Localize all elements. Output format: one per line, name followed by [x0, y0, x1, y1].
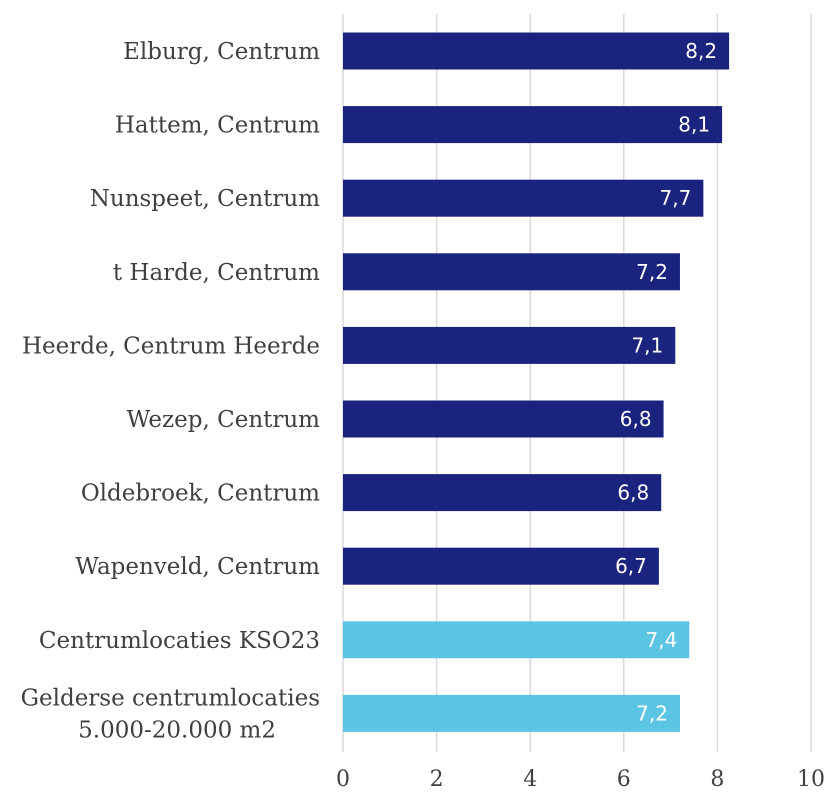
- data-label: 7,7: [660, 186, 692, 210]
- category-label: Wapenveld, Centrum: [75, 554, 320, 580]
- category-label-line: Oldebroek, Centrum: [81, 481, 320, 507]
- x-tick-label: 0: [336, 767, 350, 792]
- bar: [343, 32, 730, 70]
- bar: [343, 326, 676, 364]
- category-label: Centrumlocaties KSO23: [39, 628, 320, 654]
- category-label: t Harde, Centrum: [113, 260, 320, 286]
- category-label: Heerde, Centrum Heerde: [22, 333, 320, 359]
- category-label-line: Centrumlocaties KSO23: [39, 628, 320, 654]
- data-label: 7,2: [636, 260, 668, 284]
- category-label: Oldebroek, Centrum: [81, 481, 320, 507]
- x-tick-label: 8: [710, 767, 724, 792]
- x-tick-label: 2: [430, 767, 444, 792]
- x-axis-tick-labels: 0 2 4 6 8 10: [336, 767, 825, 792]
- category-label-line: t Harde, Centrum: [113, 260, 320, 286]
- bar: [343, 474, 662, 512]
- bar: [343, 547, 659, 585]
- bar: [343, 106, 723, 144]
- bar: [343, 400, 664, 438]
- data-label: 8,2: [685, 39, 717, 63]
- category-label-line: Heerde, Centrum Heerde: [22, 333, 320, 359]
- bar: [343, 179, 704, 217]
- category-label-line: Hattem, Centrum: [115, 113, 320, 139]
- x-tick-label: 4: [523, 767, 537, 792]
- category-label-line: Nunspeet, Centrum: [90, 186, 320, 212]
- bar: [343, 694, 680, 732]
- data-label: 6,7: [615, 554, 647, 578]
- category-label: Nunspeet, Centrum: [90, 186, 320, 212]
- data-label: 7,4: [646, 628, 678, 652]
- data-label: 7,1: [631, 333, 663, 357]
- data-label: 6,8: [620, 407, 652, 431]
- data-labels: 8,2 8,1 7,7 7,2 7,1 6,8 6,8 6,7 7,4 7,2: [615, 39, 717, 725]
- data-label: 6,8: [617, 481, 649, 505]
- category-label: Elburg, Centrum: [123, 39, 320, 65]
- data-label: 8,1: [678, 113, 710, 137]
- category-label: Hattem, Centrum: [115, 113, 320, 139]
- bars: [343, 32, 730, 732]
- category-label: Wezep, Centrum: [127, 407, 321, 433]
- category-label-line: Wezep, Centrum: [127, 407, 321, 433]
- category-label-line: Elburg, Centrum: [123, 39, 320, 65]
- bar: [343, 253, 680, 291]
- category-label-line: Gelderse centrumlocaties: [21, 685, 320, 711]
- bar: [343, 621, 690, 659]
- category-label: Gelderse centrumlocaties 5.000-20.000 m2: [21, 685, 320, 743]
- category-label-line: Wapenveld, Centrum: [75, 554, 320, 580]
- x-tick-label: 10: [797, 767, 825, 792]
- category-labels: Elburg, Centrum Hattem, Centrum Nunspeet, …: [21, 39, 321, 743]
- category-label-line: 5.000-20.000 m2: [78, 717, 276, 743]
- x-tick-label: 6: [617, 767, 631, 792]
- data-label: 7,2: [636, 701, 668, 725]
